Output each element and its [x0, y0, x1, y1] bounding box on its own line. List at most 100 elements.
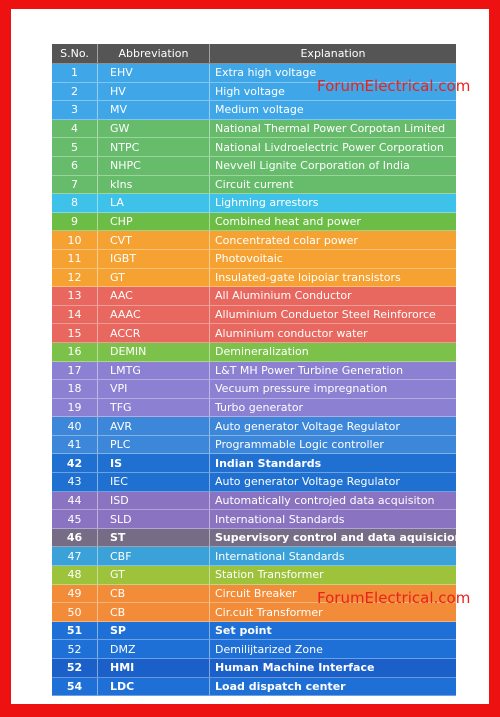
table-row: 47 CBF International Standards [52, 547, 456, 567]
table-row: 44 ISD Automatically controjed data acquis… [52, 491, 456, 511]
table-row: 54 LDC Load dispatch center [52, 677, 456, 697]
sno-cell: 16 [52, 342, 98, 361]
explanation-cell: Circuit current [215, 177, 294, 191]
table-row: 40 AVR Auto generator Voltage Regulator [52, 417, 456, 436]
abbreviation-cell: LDC [98, 677, 210, 696]
abbreviation-cell: CB [98, 584, 210, 603]
abbreviation-cell: PLC [98, 435, 210, 454]
sno-cell: 15 [52, 324, 98, 342]
header-cell: S.No. [52, 44, 98, 63]
abbreviation-cell: DMZ [98, 640, 210, 658]
sno-cell: 19 [52, 398, 98, 417]
table-row: 52 DMZ Demilijtarized Zone [52, 640, 456, 659]
explanation-cell: All Aluminium Conductor [215, 289, 352, 303]
table-row: 17 LMTG L&T MH Power Turbine Generation [52, 361, 456, 381]
abbreviation-cell: DEMIN [98, 342, 210, 361]
abbreviation-cell: TFG [98, 398, 210, 417]
table-row: 42 IS Indian Standards [52, 454, 456, 474]
table-row: 50 CB Cir.cuit Transformer [52, 603, 456, 622]
header-row: S.No. Abbreviation Explanation [52, 44, 456, 64]
sno-cell: 4 [52, 119, 98, 138]
sno-cell: 49 [52, 584, 98, 603]
table-row: 4 GW National Thermal Power Corpotan Limit… [52, 119, 456, 139]
sno-cell: 5 [52, 138, 98, 156]
sno-cell: 45 [52, 510, 98, 528]
sno-cell: 44 [52, 491, 98, 510]
explanation-cell: International Standards [215, 549, 345, 563]
sno-cell: 2 [52, 82, 98, 101]
table-row: 7 kIns Circuit current [52, 175, 456, 195]
abbreviation-cell: ACCR [98, 324, 210, 342]
sno-cell: 46 [52, 528, 98, 547]
explanation-cell: L&T MH Power Turbine Generation [215, 363, 404, 377]
table-row: 8 LA Lighming arrestors [52, 194, 456, 213]
abbreviation-cell: MV [98, 101, 210, 119]
sno-cell: 52 [52, 659, 98, 677]
sno-cell: 3 [52, 101, 98, 119]
abbreviation-cell: LA [98, 194, 210, 212]
abbreviation-cell: CHP [98, 212, 210, 231]
explanation-cell: Supervisory control and data aquisicion [215, 531, 456, 545]
abbreviation-cell: NHPC [98, 156, 210, 175]
table-row: 10 CVT Concentrated colar power [52, 231, 456, 250]
abbreviation-cell: SLD [98, 510, 210, 528]
explanation-cell: Demineralization [215, 345, 309, 359]
explanation-cell: Combined heat and power [215, 215, 361, 229]
abbreviation-cell: CBF [98, 547, 210, 566]
abbreviation-cell: IEC [98, 473, 210, 491]
explanation-cell: Cir.cuit Transformer [215, 605, 323, 619]
explanation-cell: Vecuum pressure impregnation [215, 382, 388, 396]
explanation-cell: Automatically controjed data acquisiton [215, 493, 435, 507]
sno-cell: 6 [52, 156, 98, 175]
table-row: 11 IGBT Photovoitaic [52, 249, 456, 269]
table-row: 41 PLC Programmable Logic controller [52, 435, 456, 455]
abbreviation-cell: EHV [98, 64, 210, 82]
table-row: 2 HV High voltage [52, 82, 456, 102]
table-row: 1 EHV Extra high voltage [52, 64, 456, 83]
explanation-cell: Demilijtarized Zone [215, 642, 323, 656]
sno-cell: 13 [52, 287, 98, 305]
sno-cell: 52 [52, 640, 98, 658]
sno-cell: 50 [52, 603, 98, 621]
explanation-cell: High voltage [215, 84, 285, 98]
explanation-cell: Alluminium Conduetor Steel Reinfororce [215, 308, 436, 322]
explanation-cell: Extra high voltage [215, 66, 317, 80]
explanation-cell: Load dispatch center [215, 679, 346, 693]
table: S.No. Abbreviation Explanation 1 EHV Extra hi… [52, 44, 456, 697]
abbreviation-cell: NTPC [98, 138, 210, 156]
table-row: 18 VPI Vecuum pressure impregnation [52, 380, 456, 399]
watermark: ForumElectrical.com [317, 589, 471, 607]
table-row: 51 SP Set point [52, 621, 456, 641]
sno-cell: 41 [52, 435, 98, 454]
table-row: 12 GT Insulated-gate loipoiar transistors [52, 268, 456, 288]
abbreviation-cell: IS [98, 454, 210, 473]
explanation-cell: Medium voltage [215, 103, 304, 117]
table-row: 19 TFG Turbo generator [52, 398, 456, 418]
abbreviation-cell: LMTG [98, 361, 210, 380]
explanation-cell: Station Transformer [215, 568, 324, 582]
sno-cell: 48 [52, 566, 98, 584]
explanation-cell: Insulated-gate loipoiar transistors [215, 270, 401, 284]
abbreviation-cell: SP [98, 621, 210, 640]
explanation-cell: Human Machine Interface [215, 661, 375, 675]
explanation-cell: Aluminium conductor water [215, 326, 368, 340]
sno-cell: 40 [52, 417, 98, 435]
table-row: 45 SLD International Standards [52, 510, 456, 529]
explanation-cell: Circuit Breaker [215, 586, 297, 600]
table-row: 5 NTPC National Livdroelectric Power Corpo… [52, 138, 456, 157]
abbreviation-cell: HMI [98, 659, 210, 677]
sno-cell: 18 [52, 380, 98, 398]
abbreviation-cell: GT [98, 268, 210, 287]
sno-cell: 47 [52, 547, 98, 566]
table-row: 15 ACCR Aluminium conductor water [52, 324, 456, 343]
explanation-cell: International Standards [215, 512, 345, 526]
header-cell: Abbreviation [98, 44, 210, 63]
sno-cell: 12 [52, 268, 98, 287]
table-row: 48 GT Station Transformer [52, 566, 456, 585]
abbreviation-cell: CB [98, 603, 210, 621]
explanation-cell: Nevvell Lignite Corporation of India [215, 159, 410, 173]
watermark: ForumElectrical.com [317, 77, 471, 95]
explanation-cell: Concentrated colar power [215, 233, 358, 247]
table-row: 46 ST Supervisory control and data aquisic… [52, 528, 456, 548]
